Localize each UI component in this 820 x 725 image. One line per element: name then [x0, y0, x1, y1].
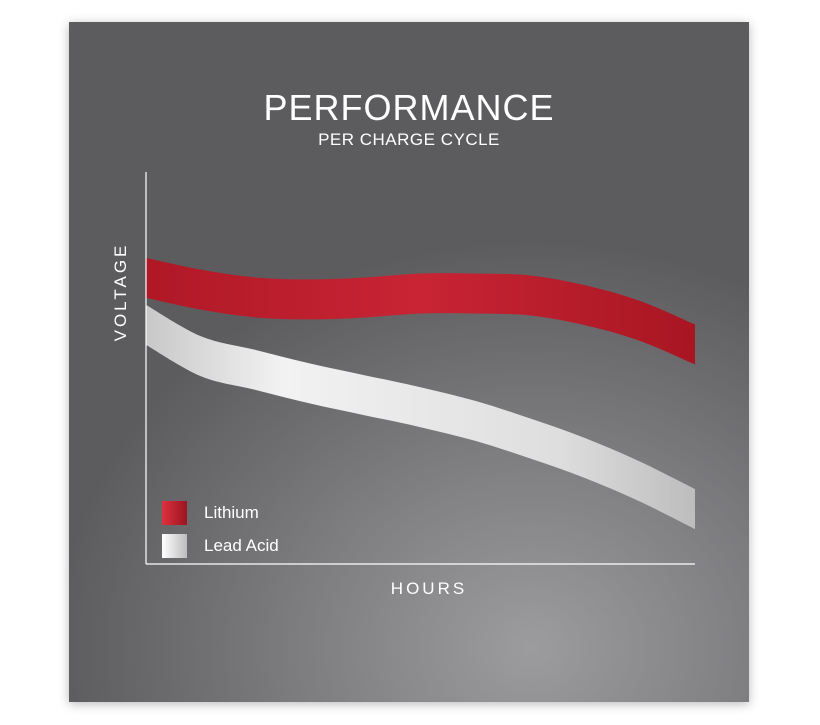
chart-subtitle: PER CHARGE CYCLE	[318, 130, 500, 149]
legend-swatch-lead-acid	[162, 533, 187, 558]
legend-label-lithium: Lithium	[204, 502, 259, 522]
legend-item-lead-acid: Lead Acid	[162, 529, 279, 562]
lithium-band	[146, 257, 695, 365]
lead-acid-band	[146, 304, 695, 530]
plot-area	[145, 172, 695, 565]
y-axis-label: VOLTAGE	[111, 242, 130, 342]
legend: Lithium Lead Acid	[162, 496, 279, 562]
legend-label-lead-acid: Lead Acid	[204, 535, 279, 555]
chart-title: PERFORMANCE	[263, 87, 555, 128]
legend-swatch-lithium	[162, 500, 187, 525]
chart-card: PERFORMANCE PER CHARGE CYCLE	[69, 22, 749, 702]
x-axis-label: HOURS	[390, 579, 468, 598]
legend-item-lithium: Lithium	[162, 496, 279, 529]
